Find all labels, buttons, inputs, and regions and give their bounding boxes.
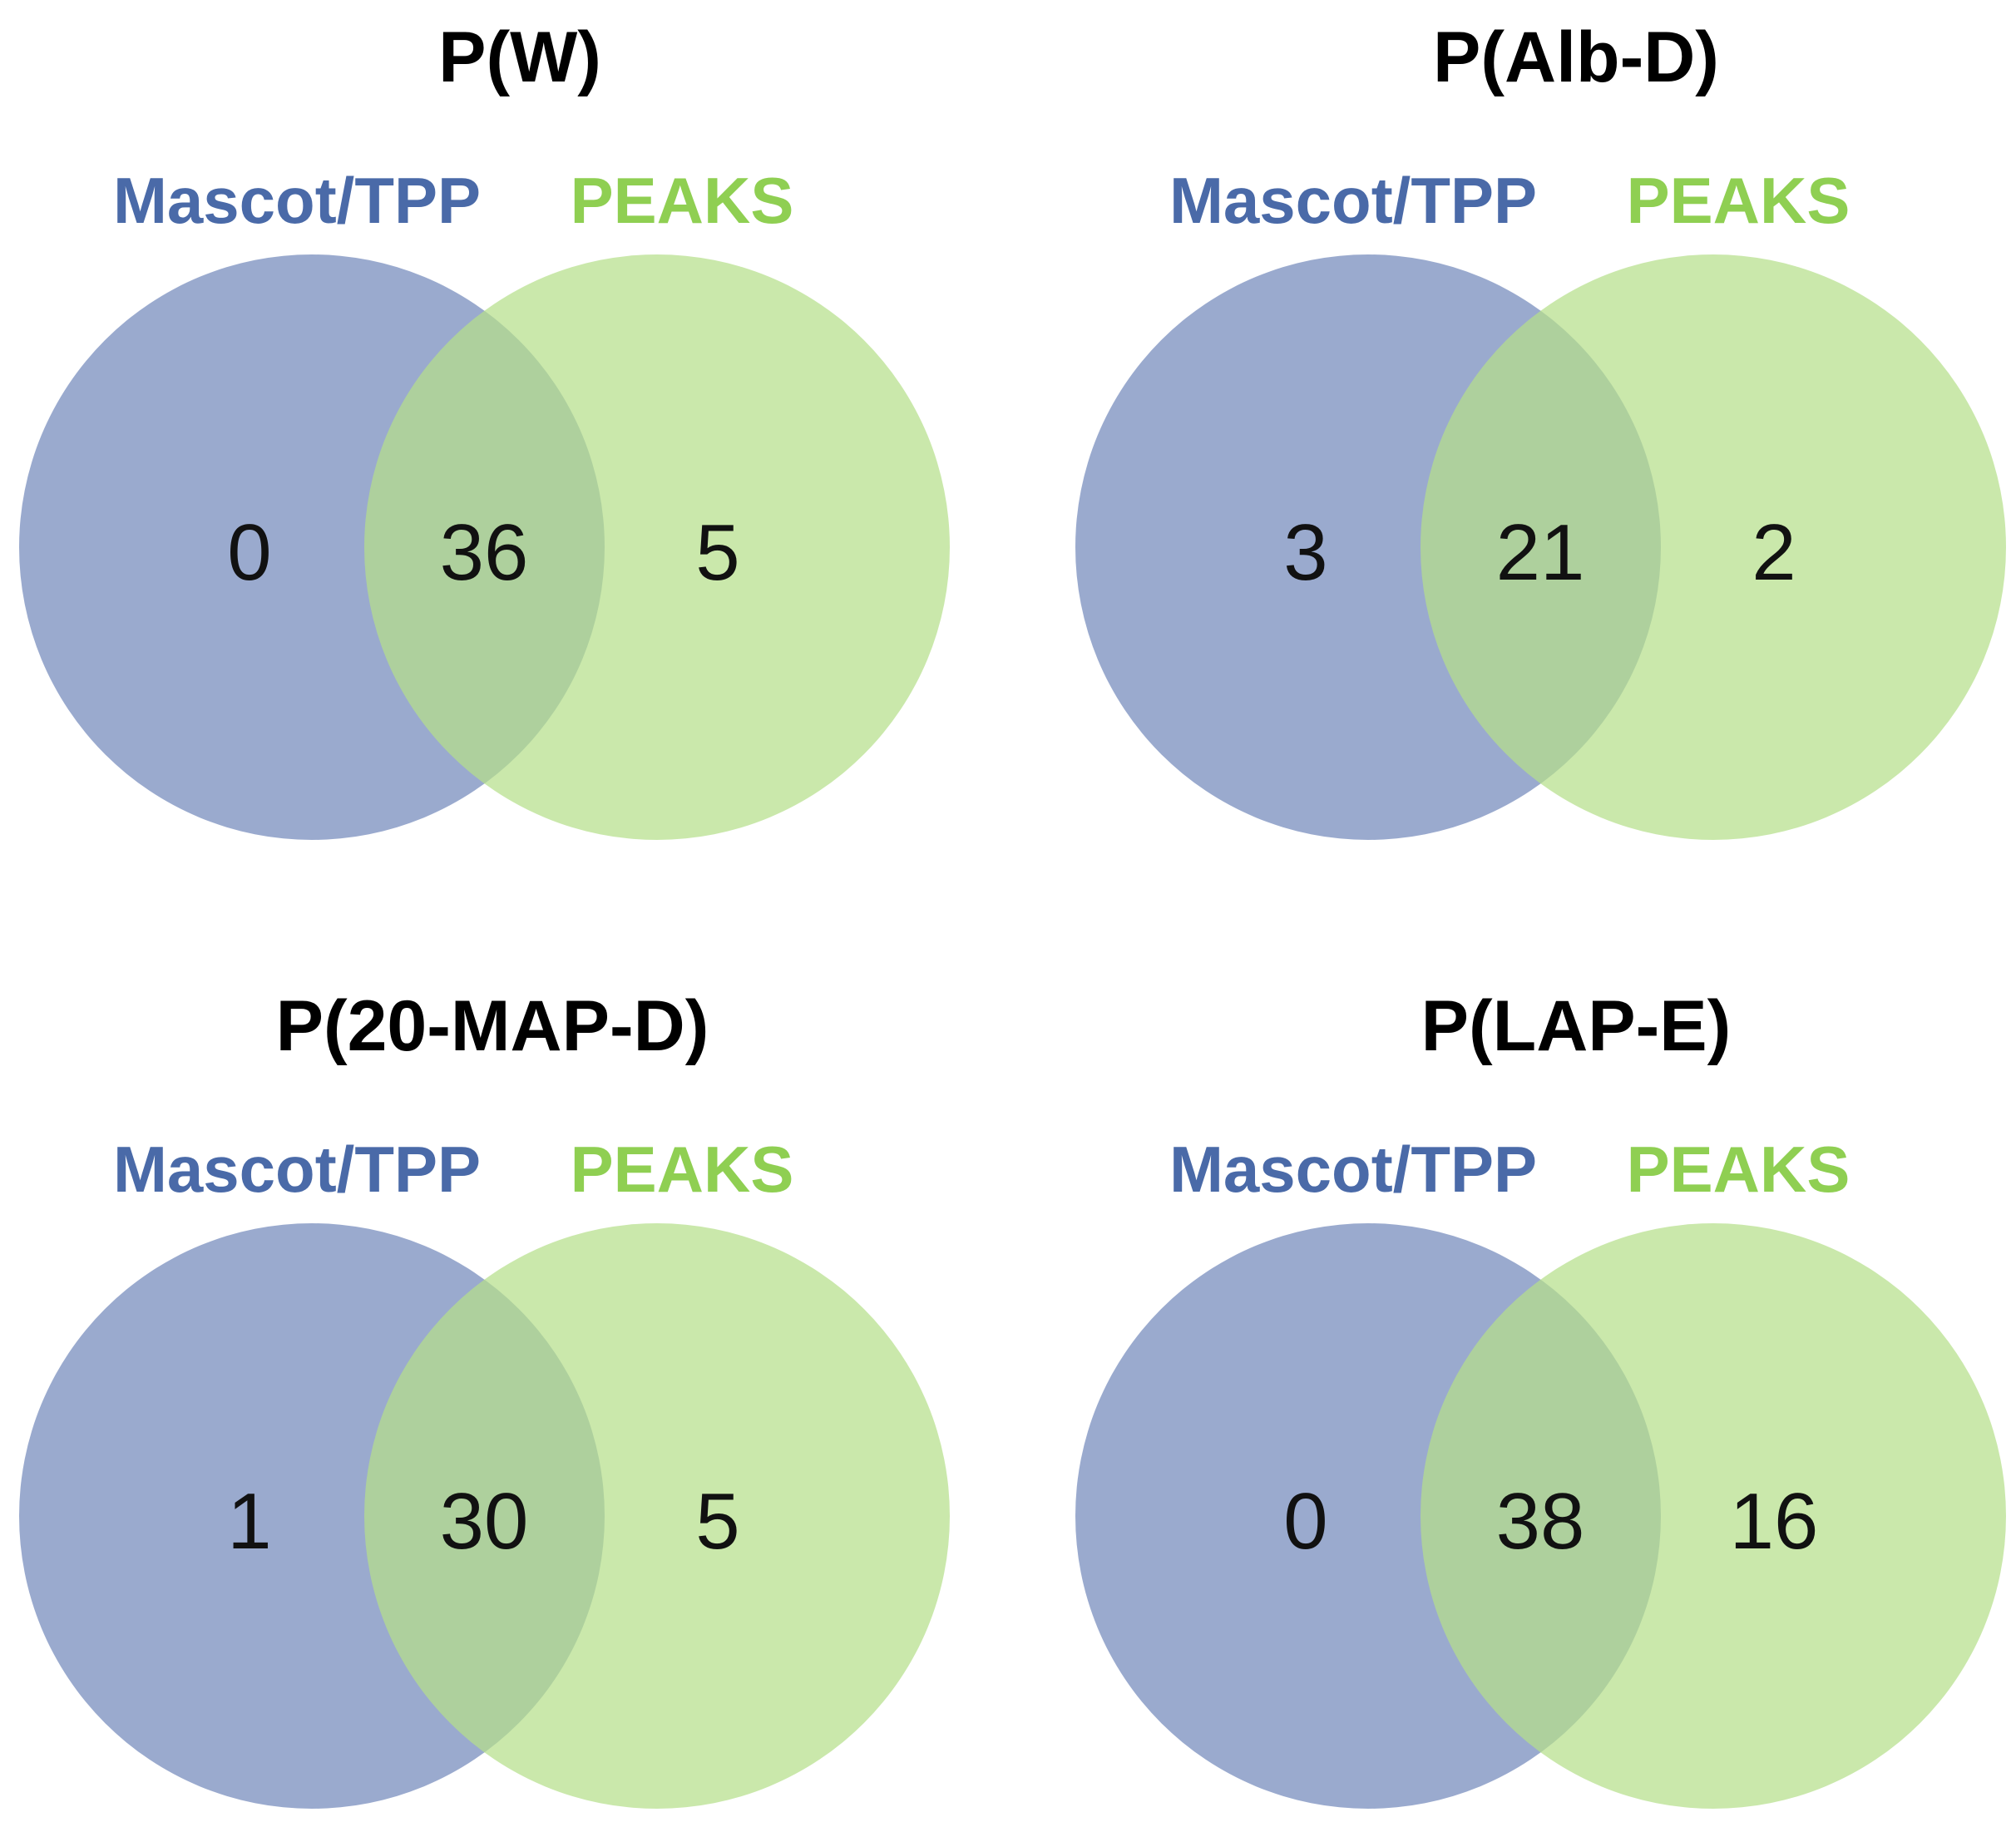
- set-label-mascot-tpp: Mascot/TPP: [1169, 164, 1537, 237]
- venn-title: P(20-MAP-D): [276, 986, 709, 1066]
- venn-circle-peaks: [364, 1223, 950, 1809]
- venn-title: P(LAP-E): [1421, 986, 1732, 1066]
- venn-panel-3: P(20-MAP-D) Mascot/TPP PEAKS 1 30 5: [19, 986, 950, 1809]
- count-both: 38: [1496, 1477, 1585, 1566]
- venn-title: P(Alb-D): [1433, 17, 1719, 97]
- set-label-peaks: PEAKS: [1627, 1133, 1850, 1206]
- count-both: 21: [1496, 508, 1585, 597]
- venn-circle-peaks: [364, 254, 950, 840]
- venn-title: P(W): [438, 17, 601, 97]
- count-only-mascot-tpp: 0: [1283, 1477, 1327, 1566]
- set-label-mascot-tpp: Mascot/TPP: [113, 164, 481, 237]
- venn-panel-4: P(LAP-E) Mascot/TPP PEAKS 0 38 16: [1075, 986, 2006, 1809]
- venn-circle-peaks: [1421, 1223, 2006, 1809]
- count-only-peaks: 5: [695, 508, 739, 597]
- venn-panel-2: P(Alb-D) Mascot/TPP PEAKS 3 21 2: [1075, 17, 2006, 840]
- count-only-peaks: 16: [1730, 1477, 1819, 1566]
- venn-panel-1: P(W) Mascot/TPP PEAKS 0 36 5: [19, 17, 950, 840]
- count-only-mascot-tpp: 3: [1283, 508, 1327, 597]
- count-only-mascot-tpp: 1: [227, 1477, 271, 1566]
- count-only-mascot-tpp: 0: [227, 508, 271, 597]
- set-label-peaks: PEAKS: [571, 164, 794, 237]
- count-only-peaks: 2: [1752, 508, 1796, 597]
- count-both: 36: [440, 508, 529, 597]
- venn-circle-peaks: [1421, 254, 2006, 840]
- set-label-mascot-tpp: Mascot/TPP: [113, 1133, 481, 1206]
- count-both: 30: [440, 1477, 529, 1566]
- count-only-peaks: 5: [695, 1477, 739, 1566]
- set-label-peaks: PEAKS: [1627, 164, 1850, 237]
- set-label-peaks: PEAKS: [571, 1133, 794, 1206]
- set-label-mascot-tpp: Mascot/TPP: [1169, 1133, 1537, 1206]
